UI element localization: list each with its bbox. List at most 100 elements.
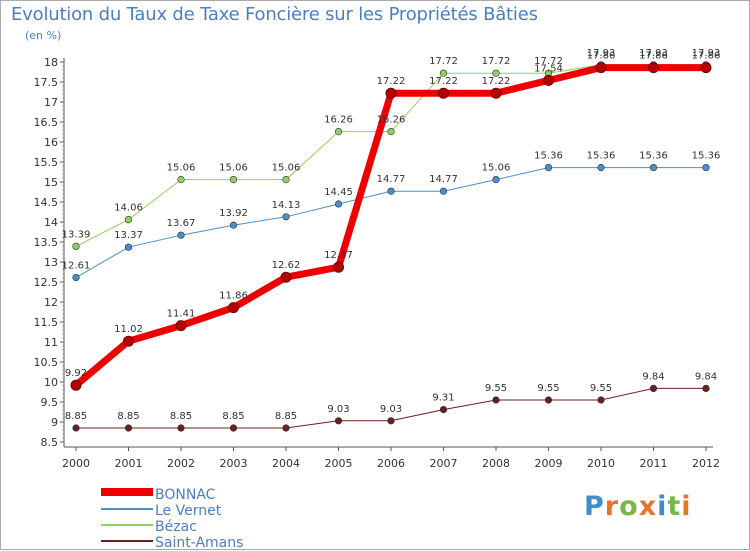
data-label-saint-amans: 9.03 [380,404,402,415]
data-point-le-vernet [72,274,80,282]
data-label-b-zac: 17.72 [534,56,563,67]
legend-swatch-saint-amans [101,535,153,551]
data-point-bonnac [123,335,134,347]
logo-letter: o [619,491,639,522]
data-point-saint-amans [124,424,133,432]
y-tick-label: 17.5 [34,76,59,89]
data-point-le-vernet [492,176,500,184]
data-point-b-zac [492,69,500,77]
data-point-b-zac [124,216,133,224]
data-label-saint-amans: 9.55 [537,383,559,394]
data-point-bonnac [700,62,712,74]
data-point-le-vernet [334,200,343,208]
data-point-bonnac [333,261,344,273]
data-label-saint-amans: 9.55 [485,383,507,394]
y-tick-label: 9.5 [41,396,59,409]
data-label-b-zac: 15.06 [167,163,196,174]
chart-title: Evolution du Taux de Taxe Foncière sur l… [11,4,538,25]
logo-letter: P [584,491,605,522]
y-tick-label: 14.5 [34,196,59,209]
data-label-saint-amans: 9.55 [590,383,612,394]
x-tick-label: 2008 [482,457,510,470]
data-label-b-zac: 15.06 [219,163,248,174]
data-point-saint-amans [492,396,500,404]
data-label-saint-amans: 8.85 [222,411,244,422]
x-tick-label: 2000 [62,457,90,470]
data-label-bonnac: 12.87 [324,250,353,261]
data-point-saint-amans [544,396,553,404]
y-tick-label: 17 [44,96,58,109]
data-label-bonnac: 12.62 [272,260,301,271]
data-label-le-vernet: 14.13 [272,200,301,211]
data-point-le-vernet [597,164,605,172]
data-label-b-zac: 14.06 [114,203,143,214]
data-point-le-vernet [387,187,395,195]
y-tick-label: 16 [44,136,58,149]
data-point-saint-amans [387,417,395,425]
y-tick-label: 12 [44,296,58,309]
legend-label: BONNAC [155,487,216,503]
y-tick-label: 18 [44,56,58,69]
legend-swatch-bonnac [101,487,153,503]
data-point-saint-amans [282,424,290,432]
data-point-bonnac [175,320,187,332]
data-label-le-vernet: 15.36 [639,151,668,162]
data-label-b-zac: 13.39 [62,229,91,240]
data-label-saint-amans: 9.84 [695,371,717,382]
data-point-saint-amans [177,424,185,432]
data-point-bonnac [438,87,449,99]
data-label-b-zac: 17.72 [429,56,458,67]
data-point-le-vernet [702,164,710,172]
data-point-bonnac [648,62,659,74]
data-point-saint-amans [334,417,343,425]
data-point-b-zac [439,69,448,77]
series-points [70,61,712,432]
x-tick-label: 2006 [377,457,405,470]
data-point-saint-amans [702,384,710,393]
data-point-le-vernet [282,213,290,221]
data-label-bonnac: 11.86 [219,291,248,302]
data-point-le-vernet [177,231,185,239]
y-tick-label: 15 [44,176,58,189]
y-tick-label: 10 [44,376,58,389]
data-point-saint-amans [229,424,238,432]
data-label-le-vernet: 13.92 [219,208,248,219]
y-tick-label: 16.5 [34,116,59,129]
x-tick-label: 2009 [535,457,563,470]
data-point-b-zac [334,128,343,136]
data-label-le-vernet: 13.37 [114,230,143,241]
y-tick-label: 11 [44,336,58,349]
data-label-le-vernet: 15.36 [587,151,616,162]
x-tick-label: 2005 [325,457,353,470]
data-label-bonnac: 17.86 [692,51,721,62]
data-point-bonnac [490,87,502,99]
y-tick-label: 11.5 [34,316,59,329]
data-point-le-vernet [229,221,238,229]
data-point-saint-amans [597,396,605,404]
data-point-bonnac [280,271,292,283]
logo-letter: i [681,491,692,522]
data-point-le-vernet [439,187,448,195]
x-tick-label: 2003 [220,457,248,470]
y-tick-label: 15.5 [34,156,59,169]
data-label-bonnac: 17.54 [534,63,563,74]
y-tick-label: 10.5 [34,356,59,369]
data-label-b-zac: 15.06 [272,163,301,174]
data-label-le-vernet: 14.77 [429,174,458,185]
data-point-b-zac [387,128,395,136]
y-tick-label: 9 [51,416,58,429]
data-point-bonnac [228,302,239,314]
data-label-le-vernet: 15.06 [482,163,511,174]
data-point-le-vernet [544,164,553,172]
data-label-bonnac: 9.92 [65,368,87,379]
data-label-bonnac: 17.86 [587,51,616,62]
chart-axes: 8.5 9 9.5 10 10.5 11 11.5 12 12.5 13 13.5 14 14.5 15 1… [34,56,721,470]
data-point-b-zac [177,176,185,184]
data-point-bonnac [385,87,397,99]
data-label-b-zac: 16.26 [377,115,406,126]
data-label-saint-amans: 9.84 [642,371,664,382]
logo-letter: r [604,491,620,522]
x-tick-label: 2011 [640,457,668,470]
data-label-bonnac: 17.22 [482,76,511,87]
